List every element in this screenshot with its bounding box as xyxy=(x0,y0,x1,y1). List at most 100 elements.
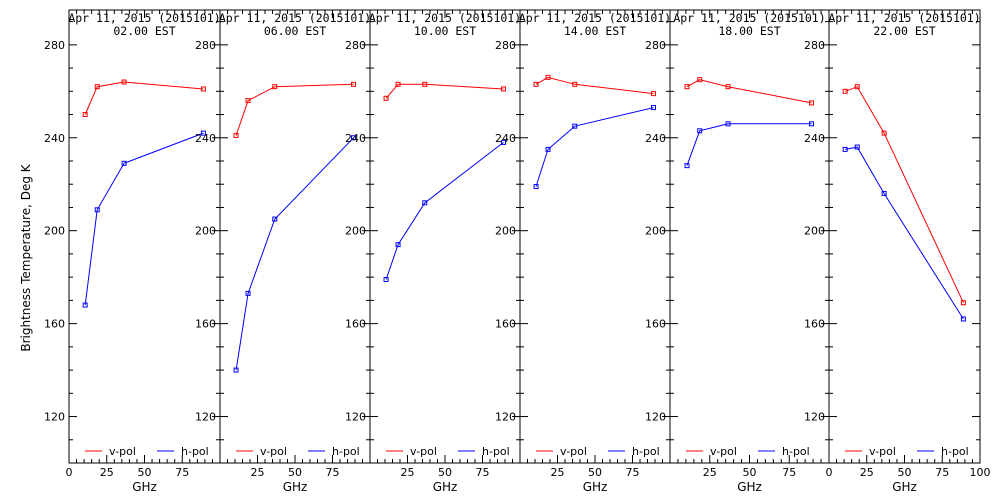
data-point-v-pol xyxy=(422,81,428,87)
data-point-v-pol xyxy=(395,81,401,87)
data-point-v-pol xyxy=(725,84,731,90)
data-point-v-pol xyxy=(245,98,251,104)
x-tick-label: 50 xyxy=(743,466,757,479)
panel-frame xyxy=(828,9,981,464)
x-tick-label: 50 xyxy=(438,466,452,479)
y-tick-label: 240 xyxy=(345,132,366,145)
panel-1: 120 160 200 240 280 0 25 50 75 GHz Apr 11, 2015 (2… xyxy=(44,9,221,494)
panel-subtitle: 14.00 EST xyxy=(564,24,626,38)
series-line-h-pol xyxy=(235,137,354,371)
data-point-h-pol xyxy=(422,200,428,206)
y-tick-label: 200 xyxy=(195,225,216,238)
data-point-v-pol xyxy=(651,91,656,97)
y-tick-label: 160 xyxy=(804,318,825,331)
y-tick-label: 240 xyxy=(495,132,516,145)
legend-label-v-pol: v-pol xyxy=(869,445,896,458)
x-axis-label: GHz xyxy=(283,480,308,494)
x-tick-label: 75 xyxy=(626,466,640,479)
y-tick-label: 200 xyxy=(804,225,825,238)
x-tick-label: 25 xyxy=(100,466,114,479)
series-line-v-pol xyxy=(535,76,654,95)
panel-subtitle: 10.00 EST xyxy=(414,24,476,38)
data-point-h-pol xyxy=(82,302,88,308)
y-tick-label: 280 xyxy=(645,39,666,52)
data-point-h-pol xyxy=(272,216,278,222)
panel-title: Apr 11, 2015 (2015101) xyxy=(68,11,220,25)
y-tick-label: 200 xyxy=(345,225,366,238)
y-tick-label: 160 xyxy=(44,318,65,331)
data-point-v-pol xyxy=(233,132,239,138)
data-point-v-pol xyxy=(121,79,127,85)
x-tick-label: 25 xyxy=(251,466,265,479)
series-line-h-pol xyxy=(84,132,204,306)
legend-label-h-pol: h-pol xyxy=(482,445,510,458)
data-point-h-pol xyxy=(809,121,815,127)
data-point-v-pol xyxy=(881,130,887,136)
y-tick-label: 160 xyxy=(645,318,666,331)
data-point-v-pol xyxy=(200,86,206,92)
y-tick-label: 160 xyxy=(195,318,216,331)
x-tick-label: 50 xyxy=(288,466,302,479)
data-point-v-pol xyxy=(809,100,815,106)
x-axis-label: GHz xyxy=(433,480,458,494)
panel-subtitle: 18.00 EST xyxy=(718,24,780,38)
x-tick-label: 75 xyxy=(935,466,949,479)
legend-label-v-pol: v-pol xyxy=(260,445,287,458)
panel-3: 120 160 200 240 280 25 50 75 GHz Apr 11, 2015 (20… xyxy=(345,9,521,494)
data-point-h-pol xyxy=(545,146,551,152)
data-point-h-pol xyxy=(854,144,860,150)
series-line-v-pol xyxy=(385,83,504,99)
y-tick-label: 240 xyxy=(195,132,216,145)
data-point-h-pol xyxy=(94,207,100,213)
y-tick-label: 160 xyxy=(495,318,516,331)
panel-2: 120 160 200 240 280 25 50 75 GHz Apr 11, 2015 (20… xyxy=(195,9,371,494)
data-point-h-pol xyxy=(395,242,401,248)
x-tick-label: 25 xyxy=(703,466,717,479)
data-point-h-pol xyxy=(960,316,966,322)
legend-label-v-pol: v-pol xyxy=(710,445,737,458)
data-point-v-pol xyxy=(684,84,690,90)
x-tick-label: 50 xyxy=(138,466,152,479)
data-point-h-pol xyxy=(351,135,356,141)
data-point-h-pol xyxy=(245,290,251,296)
x-axis-label: GHz xyxy=(583,480,608,494)
y-tick-label: 200 xyxy=(44,225,65,238)
legend-label-h-pol: h-pol xyxy=(782,445,810,458)
x-tick-label: 50 xyxy=(588,466,602,479)
data-point-h-pol xyxy=(383,276,389,282)
panel-title: Apr 11, 2015 (2015101) xyxy=(519,11,671,25)
data-point-h-pol xyxy=(501,139,506,145)
data-point-h-pol xyxy=(651,105,656,111)
panel-6: 120 160 200 240 280 0 25 50 75 100 GHz Apr 11, 2015… xyxy=(804,9,991,494)
data-point-v-pol xyxy=(501,86,506,92)
data-point-h-pol xyxy=(572,123,578,129)
data-point-h-pol xyxy=(200,130,206,136)
panel-title: Apr 11, 2015 (2015101) xyxy=(828,11,980,25)
x-tick-label: 25 xyxy=(860,466,874,479)
y-tick-label: 120 xyxy=(345,411,366,424)
x-axis-label: GHz xyxy=(737,480,762,494)
x-tick-label: 75 xyxy=(326,466,340,479)
y-tick-label: 120 xyxy=(44,411,65,424)
data-point-h-pol xyxy=(121,160,127,166)
y-tick-label: 280 xyxy=(804,39,825,52)
x-tick-label: 25 xyxy=(401,466,415,479)
y-tick-label: 280 xyxy=(495,39,516,52)
series-line-v-pol xyxy=(235,83,354,136)
data-point-v-pol xyxy=(533,81,539,87)
y-tick-label: 120 xyxy=(495,411,516,424)
data-point-h-pol xyxy=(233,367,239,373)
y-tick-label: 280 xyxy=(345,39,366,52)
x-tick-label: 75 xyxy=(782,466,796,479)
series-line-h-pol xyxy=(686,123,812,166)
panel-subtitle: 02.00 EST xyxy=(113,24,175,38)
data-point-v-pol xyxy=(82,112,88,118)
y-tick-label: 240 xyxy=(804,132,825,145)
series-line-v-pol xyxy=(84,81,204,115)
series-line-h-pol xyxy=(385,142,504,280)
y-tick-label: 200 xyxy=(495,225,516,238)
data-point-v-pol xyxy=(697,77,703,83)
series-line-h-pol xyxy=(535,107,654,187)
panel-title: Apr 11, 2015 (2015101) xyxy=(673,11,825,25)
